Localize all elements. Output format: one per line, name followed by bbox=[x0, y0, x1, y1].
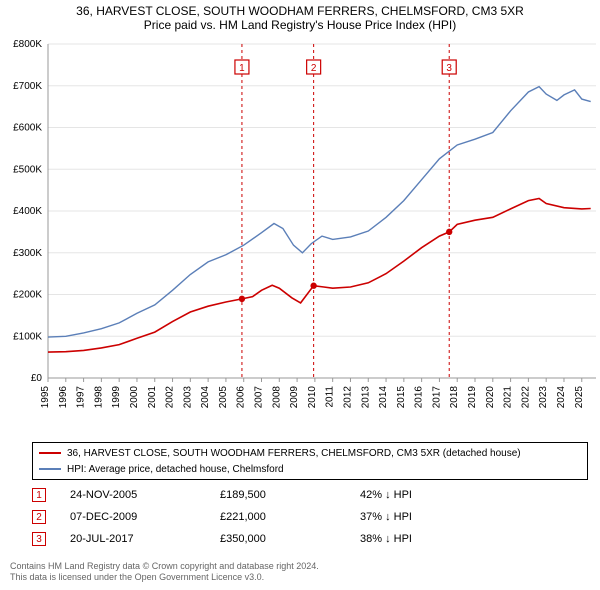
x-tick-label: 1997 bbox=[76, 386, 87, 409]
x-tick-label: 1999 bbox=[111, 386, 122, 409]
y-tick-label: £300K bbox=[13, 248, 42, 259]
x-tick-label: 2009 bbox=[289, 386, 300, 409]
sale-date: 20-JUL-2017 bbox=[70, 533, 220, 545]
title-line-2: Price paid vs. HM Land Registry's House … bbox=[8, 18, 592, 32]
x-tick-label: 2006 bbox=[236, 386, 247, 409]
x-tick-label: 2019 bbox=[467, 386, 478, 409]
x-tick-label: 2004 bbox=[200, 386, 211, 409]
sale-date: 24-NOV-2005 bbox=[70, 489, 220, 501]
legend-label: 36, HARVEST CLOSE, SOUTH WOODHAM FERRERS… bbox=[67, 448, 521, 459]
x-tick-label: 2015 bbox=[396, 386, 407, 409]
marker-dot bbox=[446, 229, 452, 235]
legend-row: 36, HARVEST CLOSE, SOUTH WOODHAM FERRERS… bbox=[33, 445, 587, 461]
y-tick-label: £500K bbox=[13, 164, 42, 175]
y-tick-label: £400K bbox=[13, 206, 42, 217]
x-tick-label: 1996 bbox=[58, 386, 69, 409]
x-tick-label: 2000 bbox=[129, 386, 140, 409]
chart-area: £0 £100K £200K £300K £400K £500K £600K £700K £80… bbox=[0, 38, 600, 438]
sale-price: £350,000 bbox=[220, 533, 360, 545]
y-tick-label: £700K bbox=[13, 81, 42, 92]
x-tick-label: 2025 bbox=[574, 386, 585, 409]
x-tick-label: 2003 bbox=[182, 386, 193, 409]
marker-dot bbox=[239, 296, 245, 302]
y-tick-label: £800K bbox=[13, 39, 42, 50]
footer-attribution: Contains HM Land Registry data © Crown c… bbox=[10, 561, 319, 584]
marker-badge-number: 3 bbox=[446, 63, 452, 74]
x-tick-label: 2018 bbox=[449, 386, 460, 409]
sale-badge: 1 bbox=[32, 488, 46, 502]
legend-swatch bbox=[39, 452, 61, 454]
footer-line-1: Contains HM Land Registry data © Crown c… bbox=[10, 561, 319, 573]
x-tick-label: 2014 bbox=[378, 386, 389, 409]
legend-label: HPI: Average price, detached house, Chel… bbox=[67, 464, 284, 475]
chart-title: 36, HARVEST CLOSE, SOUTH WOODHAM FERRERS… bbox=[0, 0, 600, 34]
x-tick-label: 2001 bbox=[147, 386, 158, 409]
x-tick-label: 2011 bbox=[325, 386, 336, 408]
sale-price: £221,000 bbox=[220, 511, 360, 523]
sale-row: 1 24-NOV-2005£189,50042% ↓ HPI bbox=[32, 484, 588, 506]
legend-swatch bbox=[39, 468, 61, 470]
legend: 36, HARVEST CLOSE, SOUTH WOODHAM FERRERS… bbox=[32, 442, 588, 480]
x-tick-label: 2022 bbox=[520, 386, 531, 409]
x-tick-label: 2016 bbox=[414, 386, 425, 409]
y-tick-label: £600K bbox=[13, 123, 42, 134]
x-tick-label: 1998 bbox=[93, 386, 104, 409]
x-tick-label: 2023 bbox=[538, 386, 549, 409]
marker-badge-number: 2 bbox=[311, 63, 317, 74]
sale-diff: 37% ↓ HPI bbox=[360, 511, 588, 523]
x-tick-label: 2005 bbox=[218, 386, 229, 409]
x-tick-label: 2017 bbox=[431, 386, 442, 409]
sale-row: 3 20-JUL-2017£350,00038% ↓ HPI bbox=[32, 528, 588, 550]
marker-badge-number: 1 bbox=[239, 63, 245, 74]
series-hpi bbox=[48, 87, 591, 338]
sale-diff: 42% ↓ HPI bbox=[360, 489, 588, 501]
sale-row: 2 07-DEC-2009£221,00037% ↓ HPI bbox=[32, 506, 588, 528]
footer-line-2: This data is licensed under the Open Gov… bbox=[10, 572, 319, 584]
sale-price: £189,500 bbox=[220, 489, 360, 501]
series-price_paid bbox=[48, 199, 591, 353]
legend-row: HPI: Average price, detached house, Chel… bbox=[33, 461, 587, 477]
x-tick-label: 2024 bbox=[556, 386, 567, 409]
x-tick-label: 2012 bbox=[342, 386, 353, 409]
x-tick-label: 2008 bbox=[271, 386, 282, 409]
sale-badge: 3 bbox=[32, 532, 46, 546]
x-tick-label: 2010 bbox=[307, 386, 318, 409]
y-tick-label: £100K bbox=[13, 331, 42, 342]
sales-table: 1 24-NOV-2005£189,50042% ↓ HPI 2 07-DEC-200… bbox=[32, 484, 588, 550]
x-tick-label: 2021 bbox=[503, 386, 514, 409]
sale-badge: 2 bbox=[32, 510, 46, 524]
y-tick-label: £200K bbox=[13, 290, 42, 301]
x-tick-label: 2013 bbox=[360, 386, 371, 409]
x-tick-label: 1995 bbox=[40, 386, 51, 409]
x-tick-label: 2020 bbox=[485, 386, 496, 409]
sale-date: 07-DEC-2009 bbox=[70, 511, 220, 523]
x-tick-label: 2007 bbox=[254, 386, 265, 409]
title-line-1: 36, HARVEST CLOSE, SOUTH WOODHAM FERRERS… bbox=[8, 4, 592, 18]
x-tick-label: 2002 bbox=[165, 386, 176, 409]
marker-dot bbox=[310, 283, 316, 289]
y-tick-label: £0 bbox=[31, 373, 43, 384]
price-chart-svg: £0 £100K £200K £300K £400K £500K £600K £700K £80… bbox=[0, 38, 600, 438]
sale-diff: 38% ↓ HPI bbox=[360, 533, 588, 545]
